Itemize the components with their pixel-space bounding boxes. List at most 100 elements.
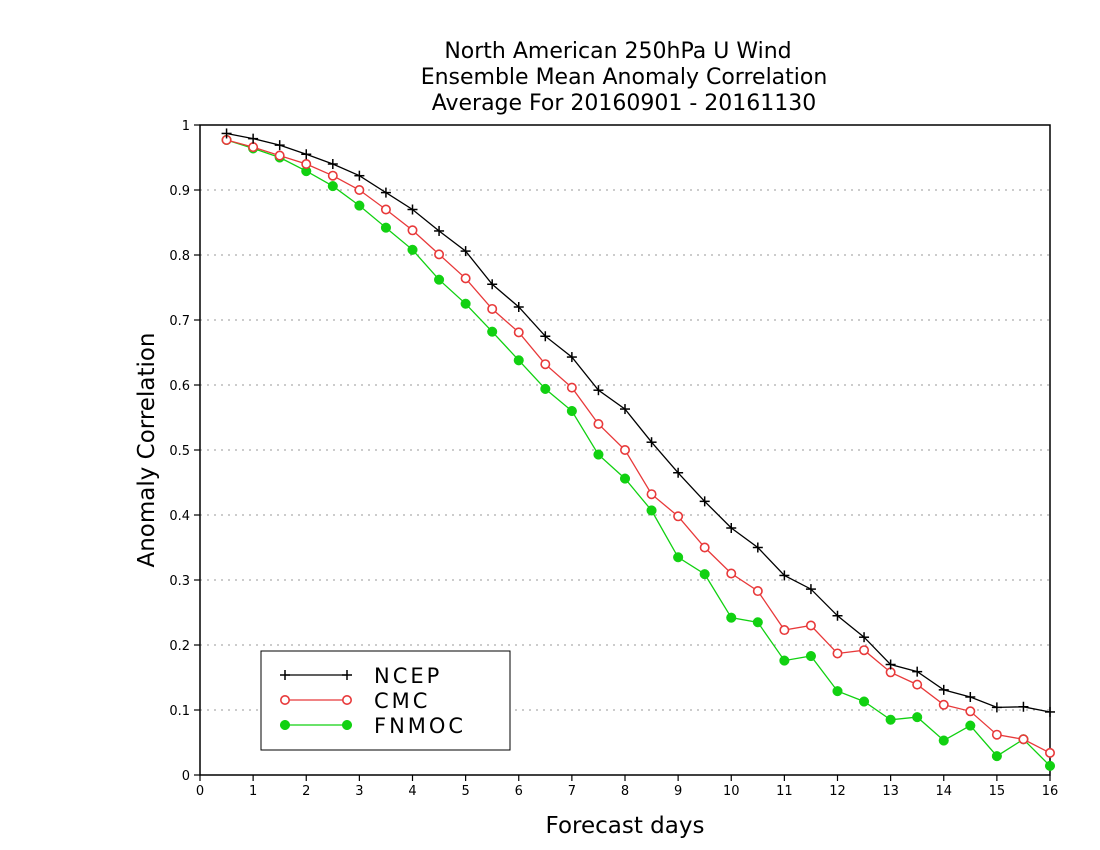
data-point-ncep: [248, 133, 259, 144]
data-point-fnmoc: [407, 244, 418, 255]
y-tick-label: 1: [182, 119, 190, 134]
gridlines: [200, 189, 1050, 711]
data-point-ncep: [673, 467, 684, 478]
data-point-cmc: [832, 648, 843, 659]
data-point-ncep: [513, 302, 524, 312]
data-point-ncep: [938, 684, 949, 695]
data-point-ncep: [699, 496, 710, 507]
x-tick-label: 16: [1042, 784, 1059, 799]
x-tick-label: 8: [621, 784, 629, 799]
data-point-fnmoc: [938, 735, 949, 746]
y-tick-label: 0.5: [169, 444, 190, 459]
data-point-cmc: [805, 620, 816, 631]
data-point-ncep: [274, 140, 285, 151]
data-point-fnmoc: [354, 200, 365, 211]
data-point-fnmoc: [699, 569, 710, 580]
chart-title-line-3: Average For 20160901 - 20161130: [432, 91, 817, 116]
axes: 0 1 2 3 4 5 6 7 8 9 10 11 12 13 14 15 1600.10.20.30.40.5…: [169, 119, 1058, 799]
data-point-cmc: [779, 625, 790, 636]
chart-title-line-1: North American 250hPa U Wind: [444, 39, 791, 64]
data-point-ncep: [540, 331, 551, 342]
x-tick-label: 7: [568, 784, 576, 799]
data-point-ncep: [859, 632, 870, 643]
legend-label-cmc: CMC: [374, 689, 430, 713]
data-point-fnmoc: [965, 720, 976, 731]
data-point-fnmoc: [805, 651, 816, 662]
data-point-cmc: [434, 249, 445, 260]
data-point-cmc: [752, 586, 763, 597]
data-point-ncep: [460, 246, 471, 257]
legend-label-ncep: NCEP: [374, 664, 442, 688]
data-point-fnmoc: [991, 751, 1002, 762]
data-point-ncep: [965, 692, 976, 702]
series-line-ncep: [226, 132, 1051, 713]
data-point-cmc: [301, 159, 312, 170]
data-point-ncep: [1045, 706, 1055, 717]
x-tick-label: 5: [461, 784, 469, 799]
data-point-fnmoc: [752, 617, 763, 628]
data-point-ncep: [885, 659, 896, 670]
chart-title-line-2: Ensemble Mean Anomaly Correlation: [421, 65, 828, 90]
data-point-ncep: [434, 225, 445, 236]
data-point-fnmoc: [726, 612, 737, 623]
data-point-fnmoc: [460, 298, 471, 309]
data-point-fnmoc: [912, 712, 923, 723]
y-tick-label: 0.1: [169, 704, 190, 719]
x-tick-label: 0: [196, 784, 204, 799]
data-point-cmc: [646, 489, 657, 500]
y-tick-label: 0.6: [169, 379, 190, 394]
data-point-ncep: [1018, 701, 1029, 712]
data-point-cmc: [460, 273, 471, 284]
legend-marker-end-ncep: [342, 670, 352, 680]
x-tick-label: 3: [355, 784, 363, 799]
y-tick-label: 0.4: [169, 509, 190, 524]
data-point-cmc: [566, 382, 577, 393]
data-point-ncep: [407, 204, 418, 215]
x-tick-label: 2: [302, 784, 310, 799]
legend-marker-end-fnmoc: [341, 719, 353, 731]
data-point-cmc: [965, 706, 976, 717]
data-point-ncep: [912, 666, 923, 677]
data-point-fnmoc: [1044, 760, 1056, 771]
legend-item-ncep: NCEP: [280, 664, 442, 688]
data-point-ncep: [726, 523, 737, 533]
data-point-cmc: [859, 645, 870, 656]
x-tick-label: 9: [674, 784, 682, 799]
data-point-ncep: [832, 610, 843, 621]
data-point-cmc: [1045, 747, 1056, 758]
data-point-fnmoc: [619, 473, 631, 484]
x-tick-label: 1: [249, 784, 257, 799]
data-point-cmc: [991, 729, 1002, 740]
x-tick-label: 13: [882, 784, 899, 799]
legend-item-fnmoc: FNMOC: [279, 714, 463, 738]
data-point-ncep: [805, 584, 816, 595]
series-cmc: [221, 134, 1056, 758]
data-point-ncep: [301, 149, 312, 160]
data-point-cmc: [593, 418, 604, 429]
data-point-cmc: [673, 511, 684, 522]
data-point-cmc: [513, 327, 524, 338]
data-point-cmc: [248, 142, 259, 153]
data-point-cmc: [699, 542, 710, 553]
data-point-fnmoc: [859, 696, 870, 707]
data-point-fnmoc: [540, 383, 551, 394]
data-point-ncep: [620, 404, 630, 415]
x-axis-label: Forecast days: [546, 813, 705, 839]
data-point-cmc: [540, 359, 551, 370]
legend-marker-start-cmc: [279, 694, 290, 705]
x-tick-label: 15: [989, 784, 1006, 799]
y-tick-label: 0.8: [169, 249, 190, 264]
data-point-cmc: [274, 150, 285, 161]
x-tick-label: 6: [515, 784, 523, 799]
legend-marker-end-cmc: [341, 694, 352, 705]
legend-item-cmc: CMC: [279, 689, 430, 713]
data-point-fnmoc: [593, 449, 604, 460]
data-point-fnmoc: [513, 355, 524, 366]
data-point-ncep: [752, 542, 763, 553]
data-point-fnmoc: [673, 552, 684, 563]
legend-marker-start-ncep: [280, 670, 290, 680]
data-point-ncep: [566, 352, 577, 363]
data-point-cmc: [407, 225, 418, 236]
data-point-cmc: [354, 185, 365, 196]
